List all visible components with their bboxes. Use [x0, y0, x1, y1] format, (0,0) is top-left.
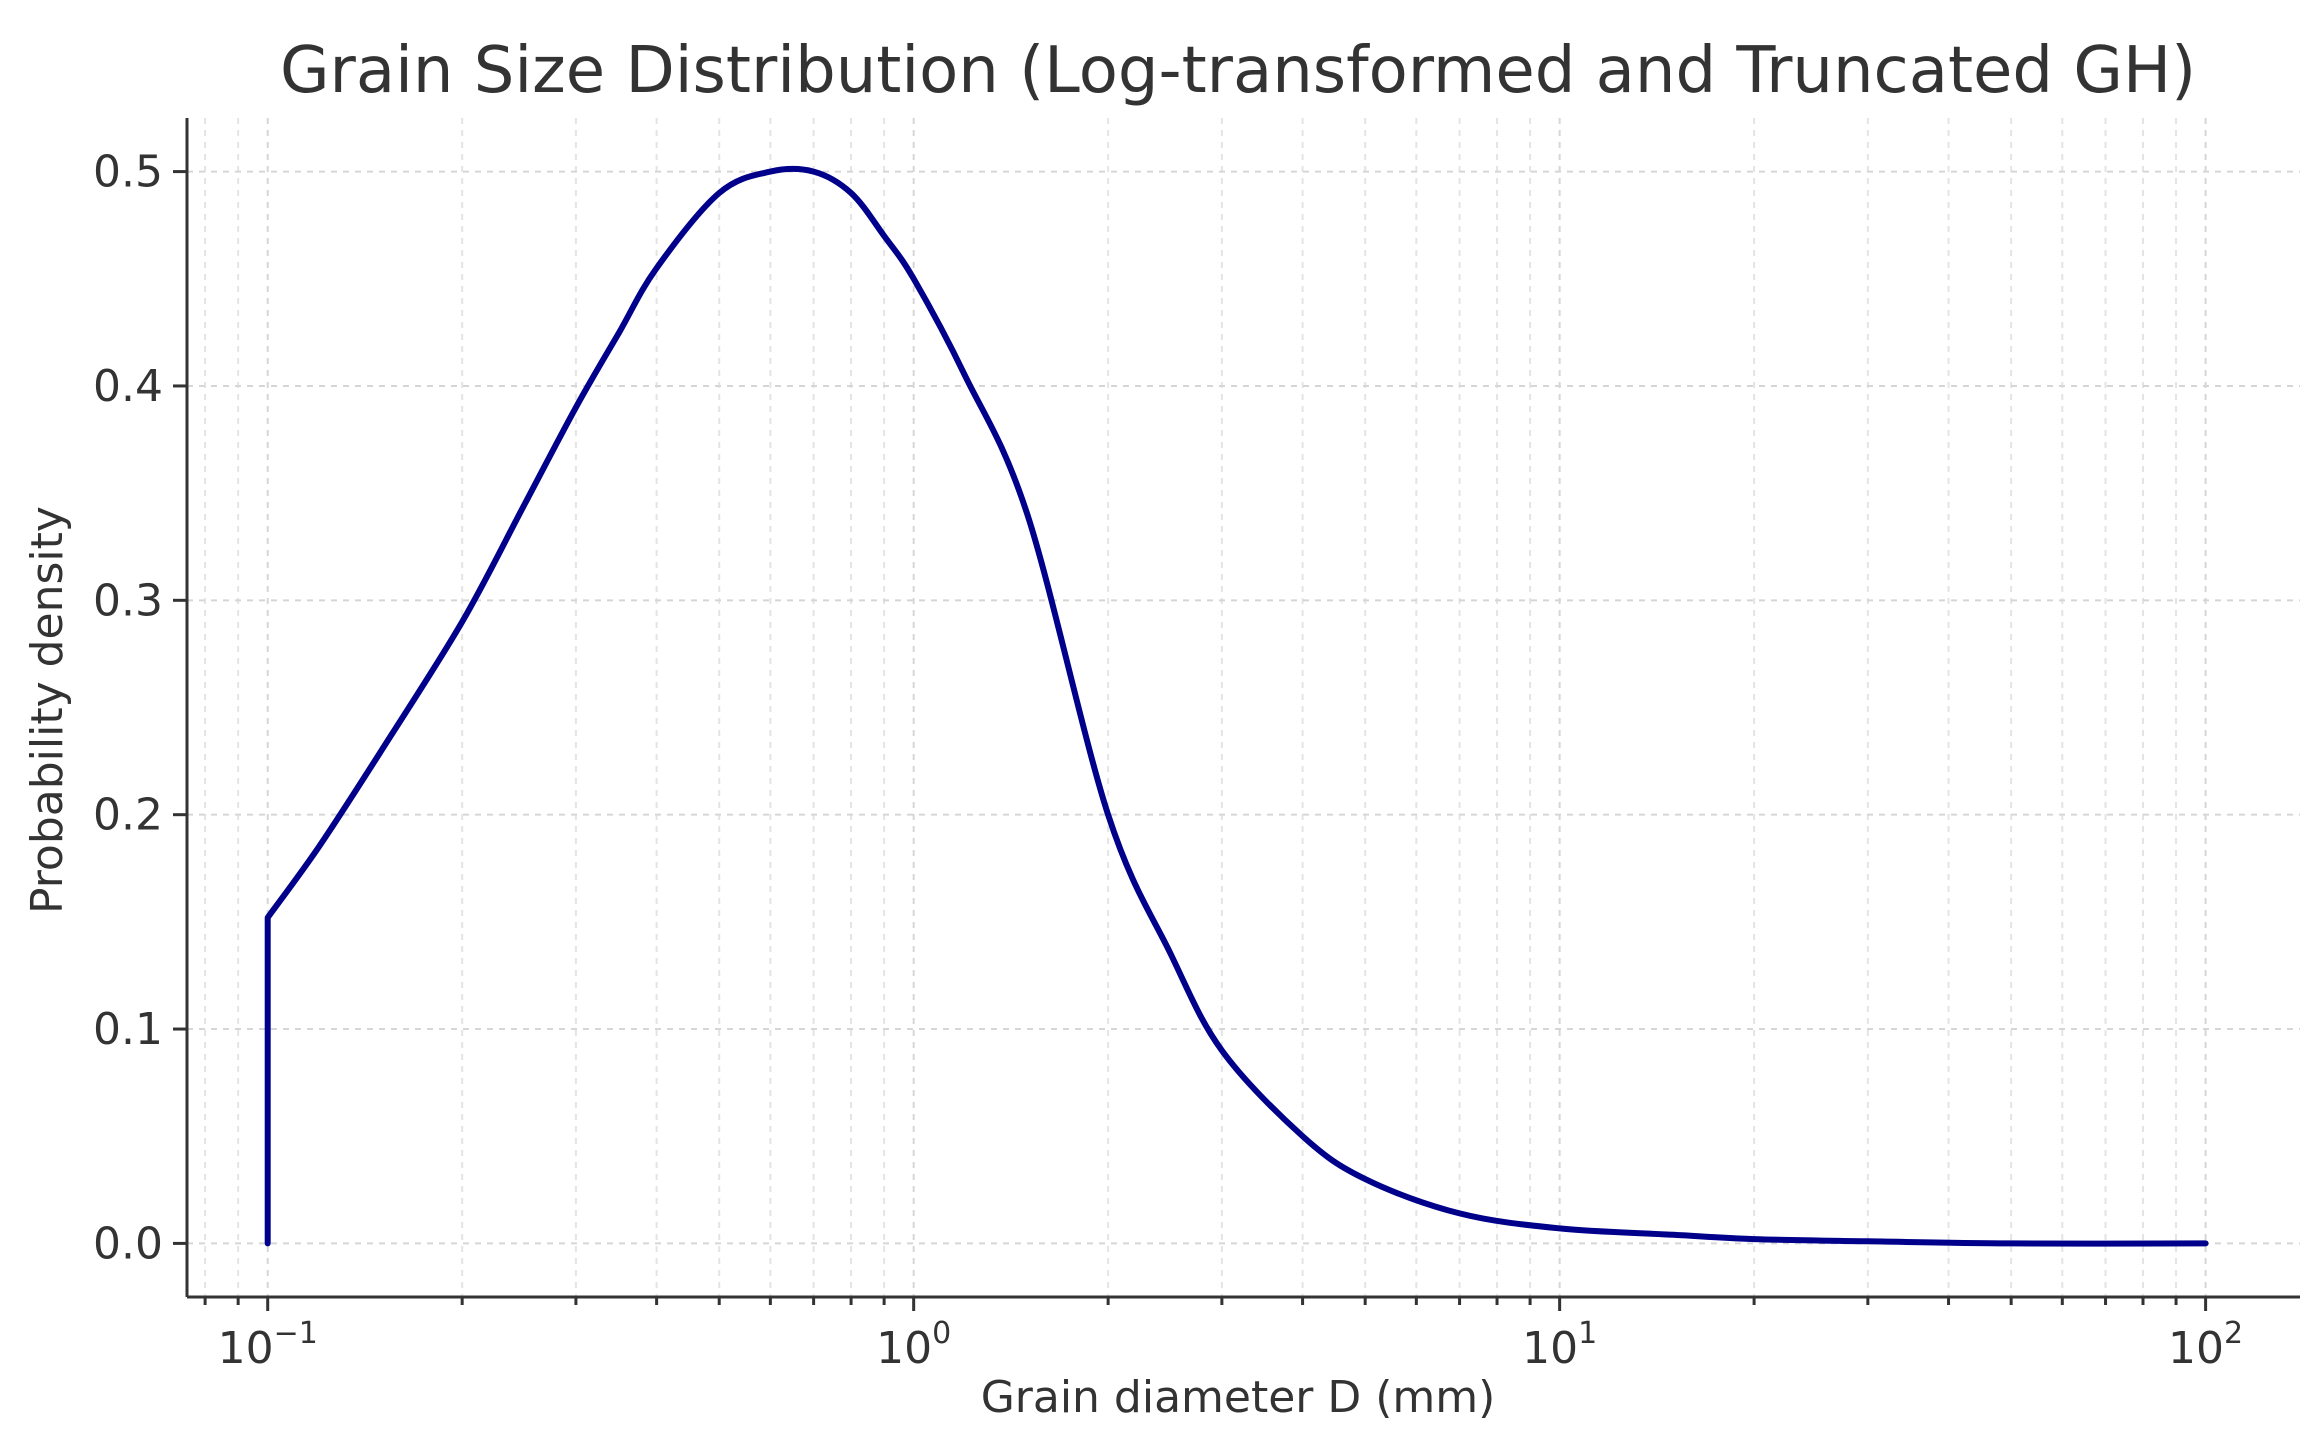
- grid: [187, 118, 2300, 1297]
- y-tick-label: 0.2: [93, 790, 163, 841]
- axes: [185, 118, 2300, 1299]
- x-tick-label: 102: [2168, 1316, 2243, 1374]
- y-tick-label: 0.1: [93, 1004, 163, 1055]
- y-axis-label: Probability density: [22, 506, 73, 914]
- x-axis-label: Grain diameter D (mm): [981, 1372, 1496, 1423]
- x-tick-label: 101: [1522, 1316, 1597, 1374]
- x-tick-label: 100: [876, 1316, 951, 1374]
- y-tick-label: 0.4: [93, 361, 163, 412]
- series: [264, 165, 2209, 1247]
- y-tick-label: 0.0: [93, 1218, 163, 1269]
- y-tick-label: 0.5: [93, 147, 163, 198]
- y-tick-label: 0.3: [93, 575, 163, 626]
- density-curve: [264, 165, 2209, 1247]
- ticks: 10−1 100 101 102 0.0 0.1 0.2 0.3 0.4 0.5: [93, 147, 2243, 1374]
- x-tick-label: 10−1: [218, 1316, 318, 1374]
- chart-title: Grain Size Distribution (Log-transformed…: [280, 34, 2196, 108]
